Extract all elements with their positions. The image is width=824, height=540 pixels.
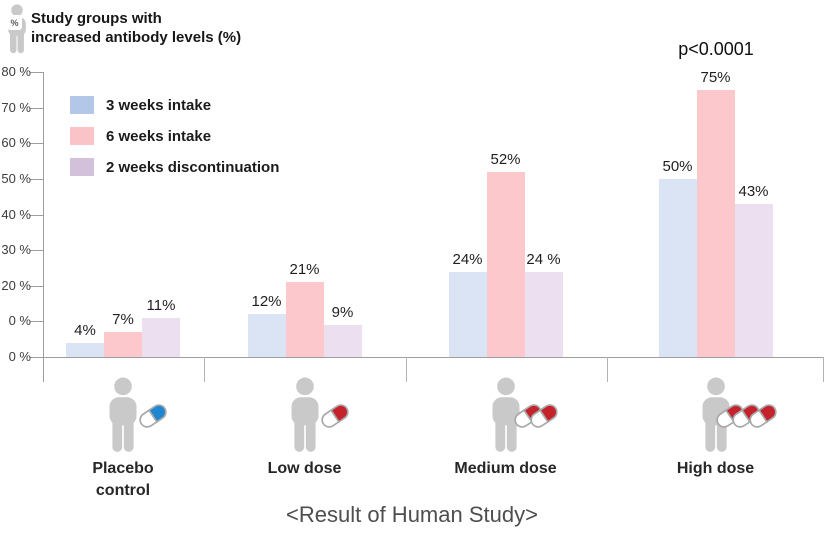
bar-2-weeks-discontinuation-Medium-dose	[524, 271, 563, 357]
group-separator	[607, 357, 608, 382]
y-axis-tick	[30, 250, 43, 252]
legend-item-6-weeks-intake: 6 weeks intake	[70, 127, 279, 145]
bar-3-weeks-intake-Medium-dose	[448, 271, 487, 357]
pill-icon	[133, 398, 173, 439]
person-percent-icon	[2, 4, 32, 61]
category-label: High dose	[641, 458, 791, 480]
legend-label: 6 weeks intake	[106, 127, 212, 145]
bar-value-label: 75%	[700, 68, 731, 86]
y-axis-tick	[30, 143, 43, 145]
bar-value-label: 7%	[112, 311, 134, 329]
category-label: Medium dose	[431, 458, 581, 480]
pill-icon	[524, 398, 564, 439]
bar-value-label: 24 %	[526, 250, 561, 268]
y-axis-tick	[30, 214, 43, 216]
bar-6-weeks-intake-Medium-dose	[486, 171, 525, 357]
legend-item-2-weeks-discontinuation: 2 weeks discontinuation	[70, 158, 279, 176]
legend-label: 3 weeks intake	[106, 96, 212, 114]
group-separator	[405, 357, 407, 382]
y-axis-tick	[30, 72, 43, 73]
bar-3-weeks-intake-High-dose	[658, 178, 697, 357]
person-icon	[100, 377, 146, 461]
bar-value-label: 43%	[738, 182, 769, 200]
chart-title-line2: increased antibody levels (%)	[31, 29, 242, 46]
legend-swatch-purple	[70, 158, 94, 176]
bar-value-label: 24%	[452, 250, 483, 268]
bar-value-label: 4%	[74, 321, 96, 339]
legend-swatch-blue	[70, 96, 94, 114]
legend-swatch-pink	[70, 127, 94, 145]
bar-6-weeks-intake-Low-dose	[285, 282, 324, 357]
category-label: Placebo control	[48, 458, 198, 502]
y-axis-line	[43, 72, 44, 382]
x-axis-baseline	[43, 357, 823, 358]
person-icon	[282, 377, 328, 461]
pill-icon	[743, 398, 783, 439]
legend-item-3-weeks-intake: 3 weeks intake	[70, 96, 279, 114]
bar-6-weeks-intake-High-dose	[696, 89, 735, 357]
bar-2-weeks-discontinuation-Low-dose	[323, 324, 362, 357]
p-value-annotation: p<0.0001	[678, 39, 754, 59]
y-tick-label: 60 %	[1, 135, 31, 151]
y-tick-label: 30 %	[1, 242, 31, 258]
y-axis-tick	[30, 321, 43, 323]
legend: 3 weeks intake 6 weeks intake 2 weeks di…	[70, 96, 279, 189]
bar-value-label: 50%	[662, 157, 693, 175]
y-axis-tick	[30, 357, 43, 358]
bar-2-weeks-discontinuation-Placebo-control	[142, 317, 180, 357]
y-tick-label: 80 %	[1, 64, 31, 79]
pill-icon	[315, 398, 355, 439]
y-tick-label: 0 %	[8, 313, 31, 329]
percent-badge: %	[7, 15, 22, 30]
y-tick-label: 0 %	[8, 349, 31, 364]
bar-value-label: 11%	[146, 296, 176, 314]
y-tick-label: 20 %	[1, 277, 31, 293]
category-label-line: Placebo	[92, 460, 154, 477]
category-label-line: control	[95, 482, 151, 499]
legend-label: 2 weeks discontinuation	[106, 158, 280, 176]
bar-2-weeks-discontinuation-High-dose	[734, 203, 773, 357]
bar-value-label: 21%	[289, 261, 320, 279]
category-label-line: Medium dose	[454, 460, 557, 477]
bar-value-label: 9%	[331, 303, 354, 321]
bar-3-weeks-intake-Low-dose	[247, 314, 286, 357]
person-icon	[483, 377, 529, 461]
group-separator	[204, 357, 205, 382]
y-axis-tick	[30, 285, 43, 287]
chart-caption: <Result of Human Study>	[286, 502, 538, 527]
y-tick-label: 70 %	[1, 99, 31, 115]
bar-value-label: 12%	[251, 293, 282, 311]
bar-3-weeks-intake-Placebo-control	[66, 342, 104, 357]
y-tick-label: 40 %	[1, 206, 31, 222]
category-label-line: High dose	[676, 460, 755, 477]
category-label: Low dose	[230, 458, 380, 480]
y-axis-tick	[30, 178, 43, 180]
y-axis-tick	[30, 107, 43, 109]
chart-title: Study groups with increased antibody lev…	[31, 9, 241, 47]
y-tick-label: 50 %	[1, 170, 31, 186]
bar-value-label: 52%	[490, 150, 521, 168]
category-label-line: Low dose	[267, 460, 342, 477]
chart-title-line1: Study groups with	[31, 10, 162, 27]
bar-6-weeks-intake-Placebo-control	[104, 332, 142, 357]
